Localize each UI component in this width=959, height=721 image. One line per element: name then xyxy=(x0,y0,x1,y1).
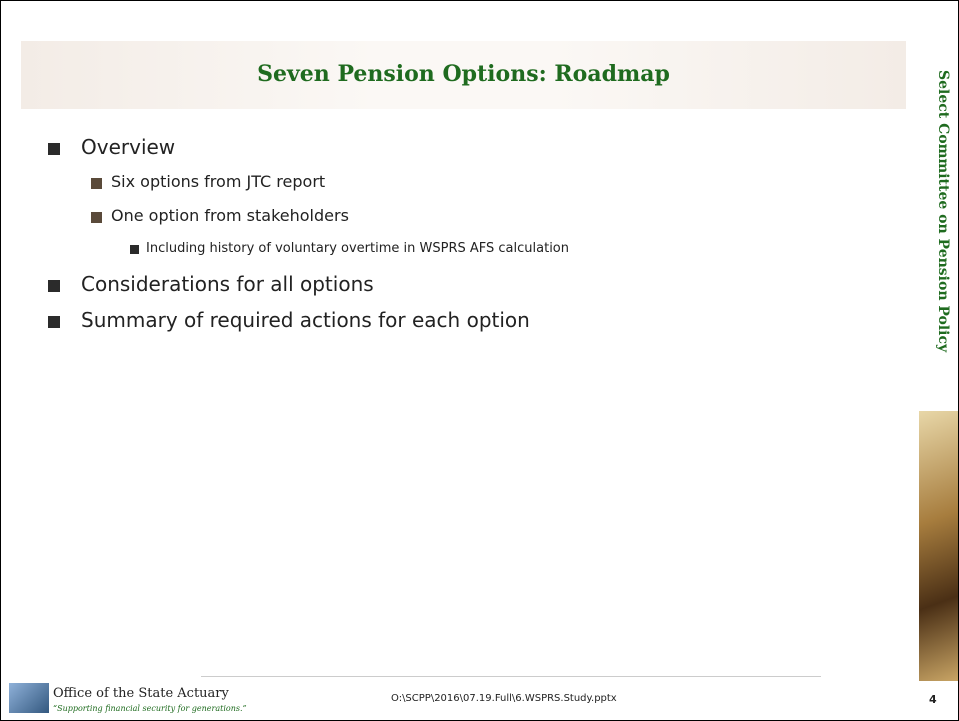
footer-tagline: “Supporting financial security for gener… xyxy=(53,704,247,713)
title-bar: Seven Pension Options: Roadmap xyxy=(21,41,906,109)
bullet xyxy=(91,212,102,223)
title: Seven Pension Options: Roadmap xyxy=(21,61,906,87)
footer-path: O:\SCPP\2016\07.19.Full\6.WSPRS.Study.pp… xyxy=(391,693,617,704)
bullet-text: Including history of voluntary overtime … xyxy=(146,241,569,256)
bullet xyxy=(91,178,102,189)
page-number: 4 xyxy=(929,693,937,706)
bullet-text: One option from stakeholders xyxy=(111,206,349,225)
bullet xyxy=(130,245,139,254)
bullet xyxy=(48,280,60,292)
slide: Seven Pension Options: Roadmap Select Co… xyxy=(0,0,959,721)
bullet xyxy=(48,143,60,155)
footer-org: Office of the State Actuary xyxy=(53,686,229,701)
bullet-text: Summary of required actions for each opt… xyxy=(81,308,530,332)
bullet-text: Overview xyxy=(81,135,175,159)
bullet-text: Six options from JTC report xyxy=(111,172,325,191)
bullet-text: Considerations for all options xyxy=(81,272,374,296)
logo xyxy=(9,683,49,713)
sidebar-image xyxy=(919,411,959,681)
footer-rule xyxy=(201,676,821,677)
sidebar-title: Select Committee on Pension Policy xyxy=(921,41,951,381)
bullet xyxy=(48,316,60,328)
